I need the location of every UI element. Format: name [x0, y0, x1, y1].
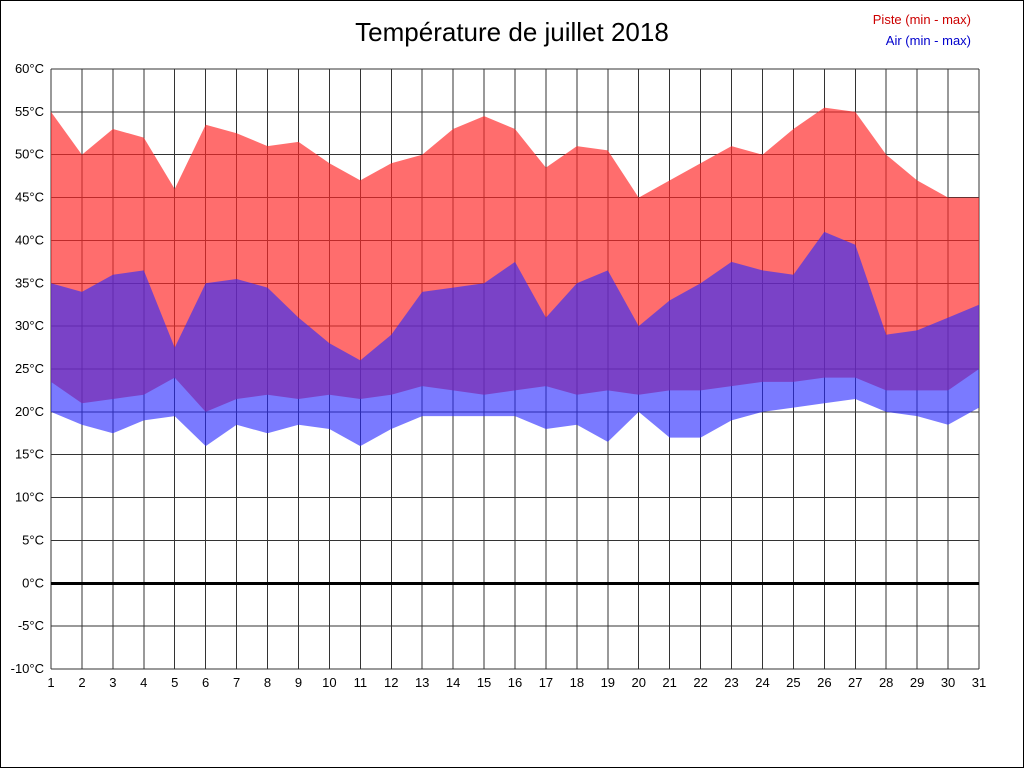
x-tick-label: 4: [140, 675, 147, 690]
x-tick-label: 25: [786, 675, 800, 690]
y-tick-label: 0°C: [22, 575, 44, 590]
y-tick-label: 5°C: [22, 532, 44, 547]
x-tick-label: 15: [477, 675, 491, 690]
x-tick-label: 14: [446, 675, 460, 690]
x-tick-label: 31: [972, 675, 986, 690]
x-tick-label: 2: [78, 675, 85, 690]
x-tick-label: 1: [47, 675, 54, 690]
x-tick-label: 3: [109, 675, 116, 690]
x-tick-label: 12: [384, 675, 398, 690]
x-tick-label: 16: [508, 675, 522, 690]
legend-air-label: Air (min - max): [885, 33, 971, 48]
x-tick-label: 29: [910, 675, 924, 690]
y-tick-label: 55°C: [15, 104, 44, 119]
x-tick-label: 19: [601, 675, 615, 690]
x-tick-label: 22: [693, 675, 707, 690]
x-tick-label: 7: [233, 675, 240, 690]
x-tick-label: 20: [631, 675, 645, 690]
y-tick-label: 30°C: [15, 318, 44, 333]
legend: Piste (min - max) Air (min - max): [873, 9, 971, 51]
chart-title: Température de juillet 2018: [355, 17, 669, 47]
y-axis-labels: -10°C -5°C 0°C 5°C 10°C 15°C 20°C 25°C 30°C 35°C 4…: [11, 61, 44, 676]
x-tick-label: 28: [879, 675, 893, 690]
legend-piste-label: Piste (min - max): [872, 12, 971, 27]
x-tick-label: 11: [354, 675, 368, 690]
air-band: [51, 231, 979, 447]
x-tick-label: 23: [724, 675, 738, 690]
y-tick-label: 60°C: [15, 61, 44, 76]
y-tick-label: 15°C: [15, 447, 44, 462]
x-tick-label: 5: [171, 675, 178, 690]
x-tick-label: 24: [755, 675, 769, 690]
y-tick-label: 50°C: [15, 147, 44, 162]
x-tick-label: 13: [415, 675, 429, 690]
x-tick-label: 26: [817, 675, 831, 690]
x-tick-label: 30: [941, 675, 955, 690]
x-tick-label: 8: [264, 675, 271, 690]
x-axis-labels: 1 2 3 4 5 6 7 8 9 10 11 12 13 14 15 16 17 18 19 20 21 22 23 24 2…: [47, 675, 986, 690]
x-tick-label: 17: [539, 675, 553, 690]
x-tick-label: 21: [662, 675, 676, 690]
y-tick-label: 35°C: [15, 275, 44, 290]
y-tick-label: -10°C: [11, 661, 44, 676]
x-tick-label: 9: [295, 675, 302, 690]
y-tick-label: 20°C: [15, 404, 44, 419]
y-tick-label: 10°C: [15, 490, 44, 505]
x-tick-label: 6: [202, 675, 209, 690]
y-tick-label: 45°C: [15, 190, 44, 205]
y-tick-label: -5°C: [18, 618, 44, 633]
x-tick-label: 10: [322, 675, 336, 690]
x-tick-label: 18: [570, 675, 584, 690]
x-tick-label: 27: [848, 675, 862, 690]
y-tick-label: 25°C: [15, 361, 44, 376]
y-tick-label: 40°C: [15, 232, 44, 247]
